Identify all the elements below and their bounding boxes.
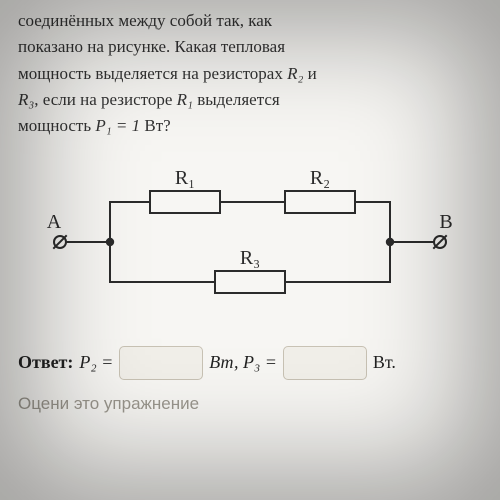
problem-line-5: мощность P₁ = 1 Вт? [18, 113, 482, 139]
answer-row: Ответ: P₂ = Вт, P₃ = Вт. [18, 346, 482, 380]
svg-text:B: B [439, 211, 452, 233]
symbol-r2: R₂ [287, 64, 303, 83]
symbol-r3: R₃ [18, 90, 34, 109]
answer-p3-input[interactable] [283, 346, 367, 380]
problem-line-3: мощность выделяется на резисторах R₂ и [18, 61, 482, 87]
svg-text:R₃: R₃ [240, 247, 260, 269]
problem-line-1: соединённых между собой так, как [18, 8, 482, 34]
answer-p3-lhs: Вт, P₃ = [209, 352, 277, 373]
symbol-p1: P₁ = 1 [95, 116, 140, 135]
circuit-diagram: A B R₁ R₂ R₃ [18, 152, 482, 322]
problem-line-2: показано на рисунке. Какая тепловая [18, 34, 482, 60]
symbol-r1: R₁ [177, 90, 193, 109]
rate-prompt[interactable]: Оцени это упражнение [18, 394, 482, 414]
svg-text:A: A [47, 211, 62, 233]
svg-text:R₁: R₁ [175, 167, 195, 189]
problem-line-4: R₃, если на резисторе R₁ выделяется [18, 87, 482, 113]
answer-unit-tail: Вт. [373, 352, 396, 373]
answer-p2-input[interactable] [119, 346, 203, 380]
answer-label: Ответ: [18, 352, 73, 373]
svg-text:R₂: R₂ [310, 167, 330, 189]
answer-p2-lhs: P₂ = [79, 352, 113, 373]
problem-text: соединённых между собой так, как показан… [18, 8, 482, 140]
